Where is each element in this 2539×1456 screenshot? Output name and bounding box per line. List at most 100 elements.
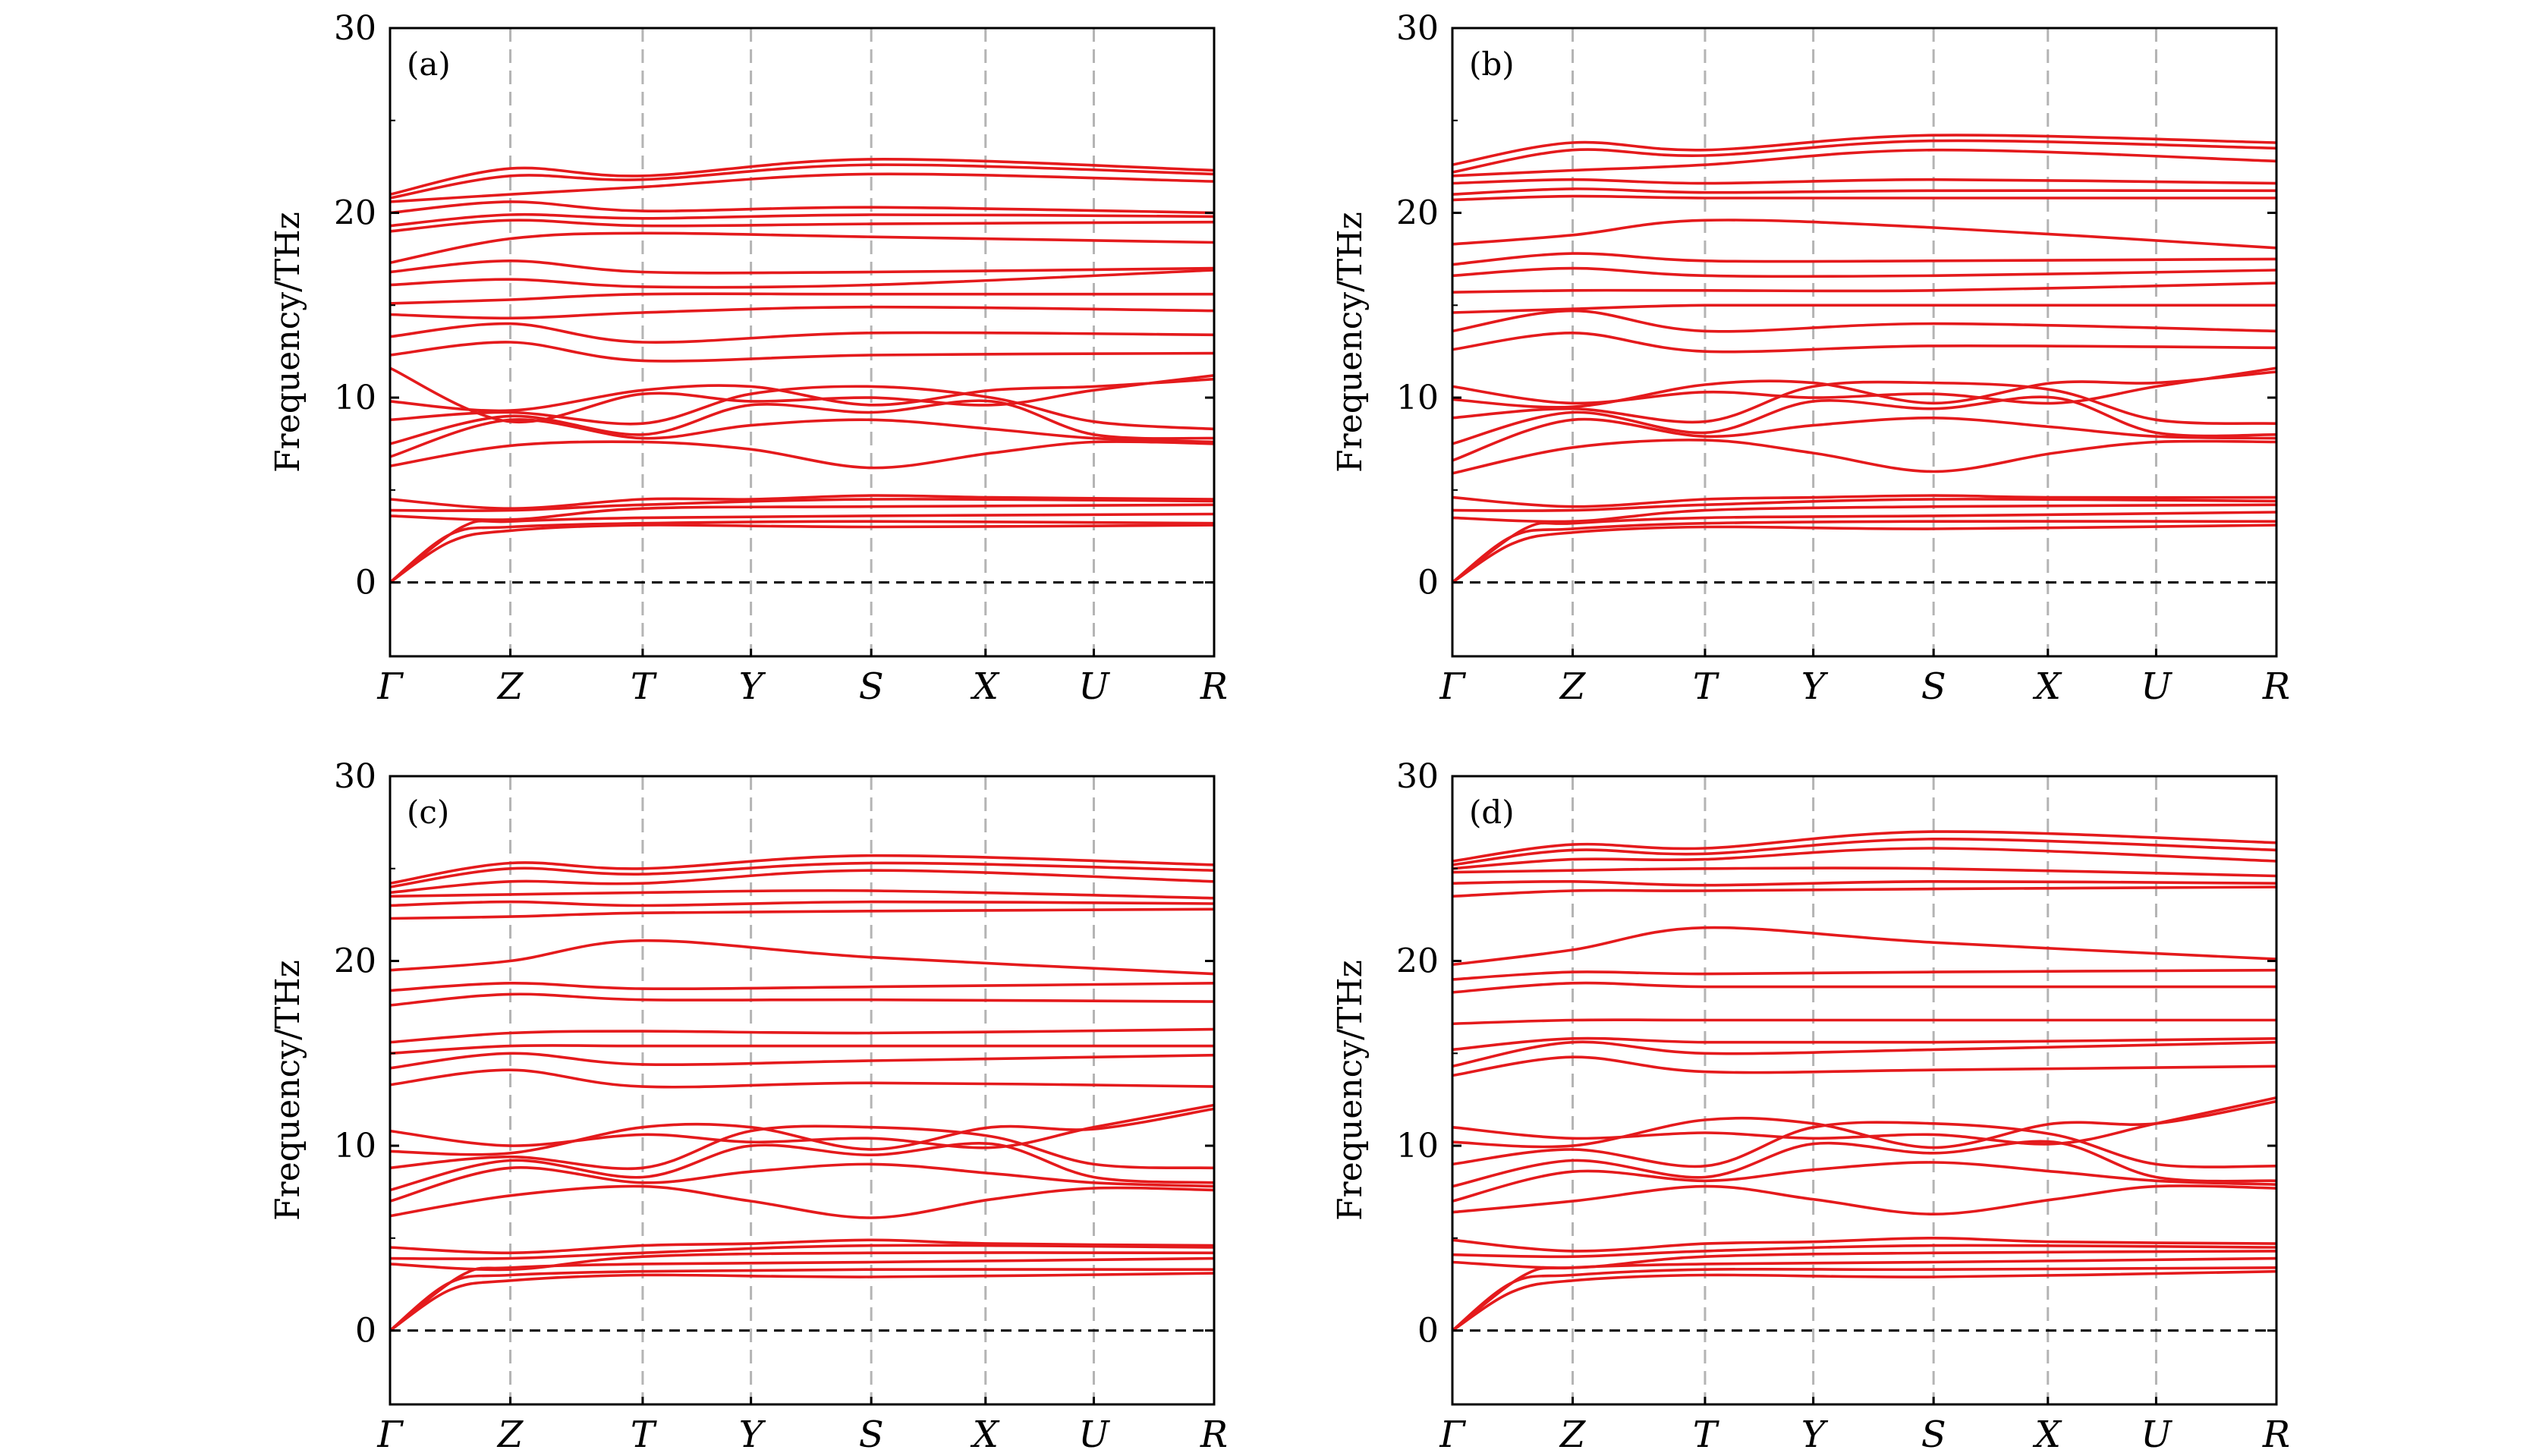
phonon-band-17: [389, 269, 1215, 289]
phonon-band-12: [389, 366, 1215, 424]
phonon-band-15: [1452, 303, 2276, 314]
phonon-band-12: [1452, 1096, 2277, 1146]
phonon-band-17: [389, 992, 1215, 1007]
y-tick-label: 10: [334, 379, 376, 417]
panel-a: Frequency/THz 0 10 20 30 Γ Z T Y S X U R (a): [269, 9, 1228, 708]
y-tick-label: 30: [1396, 757, 1439, 796]
phonon-band-3: [1451, 1256, 2277, 1332]
y-tick-label: 10: [334, 1127, 376, 1165]
phonon-band-3: [1451, 511, 2277, 584]
phonon-band-14: [1452, 1040, 2277, 1068]
panel-d: Frequency/THz 0 10 20 30 Γ Z T Y S X U R (d): [1331, 757, 2290, 1456]
phonon-band-24: [389, 163, 1215, 200]
high-symmetry-label: Y: [739, 1414, 766, 1456]
high-symmetry-label: Z: [1559, 1414, 1587, 1456]
phonon-band-21: [1452, 879, 2277, 887]
high-symmetry-label: U: [2141, 665, 2172, 708]
y-tick-label: 30: [334, 9, 376, 48]
phonon-band-4: [1452, 1250, 2277, 1269]
phonon-band-24: [1452, 837, 2277, 866]
phonon-band-11: [1452, 370, 2277, 409]
phonon-band-12: [389, 1103, 1215, 1149]
panel-label-c: (c): [407, 794, 449, 831]
phonon-band-14: [1452, 309, 2277, 333]
phonon-band-5: [389, 1244, 1215, 1260]
phonon-band-8: [1452, 1161, 2277, 1203]
phonon-band-7: [1452, 439, 2277, 475]
high-symmetry-label: X: [970, 1414, 1000, 1456]
phonon-band-14: [389, 322, 1215, 344]
high-symmetry-label: S: [859, 665, 884, 708]
phonon-band-10: [1452, 1121, 2277, 1168]
phonon-band-19: [1452, 926, 2277, 967]
phonon-band-10: [389, 385, 1215, 431]
y-tick-label: 20: [334, 194, 376, 233]
phonon-band-25: [1452, 134, 2277, 166]
phonon-band-22: [389, 888, 1215, 900]
phonon-band-19: [389, 231, 1215, 265]
phonon-band-4: [1452, 503, 2277, 524]
phonon-band-15: [1452, 1036, 2277, 1052]
high-symmetry-label: Y: [739, 665, 766, 708]
phonon-band-12: [1452, 366, 2277, 405]
panel-label-d: (d): [1469, 794, 1515, 831]
high-symmetry-label: Y: [1801, 665, 1829, 708]
phonon-band-9: [389, 399, 1215, 445]
phonon-band-8: [389, 418, 1215, 458]
phonon-band-17: [1452, 266, 2277, 278]
phonon-band-10: [389, 1124, 1215, 1171]
phonon-band-24: [1452, 139, 2277, 174]
phonon-band-11: [389, 377, 1215, 413]
high-symmetry-label: S: [859, 1414, 884, 1456]
phonon-band-7: [1452, 1184, 2277, 1215]
phonon-band-18: [389, 259, 1215, 275]
high-symmetry-label: S: [1921, 665, 1946, 708]
plot-frame: [1451, 27, 2278, 658]
high-symmetry-label: R: [2262, 665, 2290, 708]
y-tick-label: 0: [1417, 1312, 1439, 1351]
high-symmetry-label: Γ: [376, 665, 404, 708]
phonon-band-5: [1452, 1244, 2277, 1259]
y-axis-label-a: Frequency/THz: [269, 212, 307, 473]
panel-label-a: (a): [407, 46, 451, 83]
y-tick-label: 0: [355, 564, 376, 602]
phonon-band-2: [1451, 520, 2277, 584]
plot-frame: [389, 775, 1216, 1406]
high-symmetry-label: T: [1693, 1414, 1719, 1456]
phonon-band-10: [1452, 380, 2277, 425]
y-tick-label: 20: [1396, 942, 1439, 981]
high-symmetry-label: Γ: [1439, 665, 1466, 708]
phonon-band-22: [1452, 178, 2277, 185]
phonon-band-17: [1452, 981, 2276, 994]
high-symmetry-label: T: [631, 1414, 657, 1456]
phonon-band-25: [1452, 830, 2277, 863]
high-symmetry-label: U: [1078, 1414, 1110, 1456]
y-axis-label-b: Frequency/THz: [1331, 212, 1370, 473]
phonon-band-21: [1452, 187, 2277, 196]
phonon-band-15: [389, 1044, 1214, 1055]
high-symmetry-label: X: [2032, 1414, 2062, 1456]
phonon-band-23: [389, 172, 1215, 203]
phonon-band-3: [389, 512, 1215, 584]
high-symmetry-label: R: [2262, 1414, 2290, 1456]
high-symmetry-label: R: [1200, 665, 1228, 708]
y-tick-label: 30: [1396, 9, 1439, 48]
phonon-band-16: [1452, 281, 2277, 294]
phonon-band-13: [1452, 1055, 2277, 1077]
phonon-band-6: [1452, 494, 2277, 508]
phonon-band-20: [1452, 885, 2277, 898]
phonon-band-1: [389, 1272, 1215, 1332]
phonon-band-16: [389, 292, 1214, 305]
panel-c: Frequency/THz 0 10 20 30 Γ Z T Y S X U R (c): [269, 757, 1228, 1456]
phonon-band-8: [389, 1162, 1215, 1203]
y-tick-label: 10: [1396, 1127, 1439, 1165]
phonon-band-7: [389, 1184, 1215, 1219]
phonon-band-13: [389, 341, 1215, 363]
y-axis-label-d: Frequency/THz: [1331, 960, 1370, 1221]
phonon-band-3: [389, 1256, 1215, 1332]
phonon-band-23: [1452, 148, 2277, 178]
y-tick-label: 0: [355, 1312, 376, 1351]
y-tick-label: 20: [334, 942, 376, 981]
phonon-band-5: [389, 498, 1215, 512]
phonon-band-9: [1452, 1140, 2277, 1188]
